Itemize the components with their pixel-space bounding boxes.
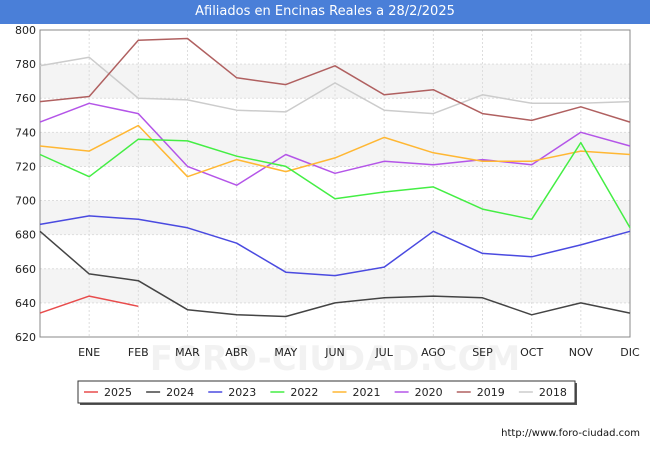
legend-label-2022: 2022 bbox=[290, 386, 318, 399]
series-line-2025 bbox=[39, 295, 139, 314]
legend-label-2025: 2025 bbox=[104, 386, 132, 399]
y-tick-label: 660 bbox=[15, 263, 36, 276]
watermark-text: FORO-CIUDAD.COM bbox=[150, 339, 521, 379]
x-tick-label: ABR bbox=[225, 346, 248, 359]
x-tick-label: DIC bbox=[620, 346, 640, 359]
series-line-2019 bbox=[39, 37, 631, 123]
plot-band bbox=[40, 64, 630, 99]
y-tick-label: 800 bbox=[15, 24, 36, 37]
plot-band bbox=[40, 200, 630, 235]
series-line-2021 bbox=[39, 124, 631, 178]
y-tick-label: 780 bbox=[15, 58, 36, 71]
series-line-2024 bbox=[39, 230, 631, 318]
footer-url[interactable]: http://www.foro-ciudad.com bbox=[501, 428, 640, 439]
legend-label-2020: 2020 bbox=[415, 386, 443, 399]
plot-band bbox=[40, 132, 630, 167]
plot-frame bbox=[39, 29, 631, 338]
y-tick-label: 640 bbox=[15, 297, 36, 310]
series-line-2023 bbox=[39, 215, 631, 277]
series-line-2018 bbox=[39, 56, 631, 115]
x-tick-label: AGO bbox=[421, 346, 446, 359]
legend-label-2018: 2018 bbox=[539, 386, 567, 399]
series-line-2022 bbox=[39, 138, 631, 229]
y-tick-label: 760 bbox=[15, 92, 36, 105]
legend-label-2024: 2024 bbox=[166, 386, 194, 399]
y-tick-label: 700 bbox=[15, 195, 36, 208]
legend-label-2021: 2021 bbox=[353, 386, 381, 399]
x-tick-label: JUN bbox=[324, 346, 345, 359]
legend-label-2019: 2019 bbox=[477, 386, 505, 399]
x-tick-label: MAY bbox=[274, 346, 297, 359]
series-line-2020 bbox=[39, 102, 631, 186]
y-tick-label: 620 bbox=[15, 331, 36, 344]
x-tick-label: JUL bbox=[374, 346, 393, 359]
y-tick-label: 680 bbox=[15, 229, 36, 242]
x-tick-label: SEP bbox=[472, 346, 493, 359]
x-tick-label: NOV bbox=[569, 346, 594, 359]
y-tick-label: 740 bbox=[15, 126, 36, 139]
plot-band bbox=[40, 268, 630, 303]
x-tick-label: OCT bbox=[520, 346, 543, 359]
legend-label-2023: 2023 bbox=[228, 386, 256, 399]
x-tick-label: FEB bbox=[128, 346, 149, 359]
y-tick-label: 720 bbox=[15, 160, 36, 173]
x-tick-label: MAR bbox=[175, 346, 200, 359]
chart-title: Afiliados en Encinas Reales a 28/2/2025 bbox=[0, 0, 650, 24]
legend-box bbox=[77, 380, 576, 404]
x-tick-label: ENE bbox=[78, 346, 100, 359]
